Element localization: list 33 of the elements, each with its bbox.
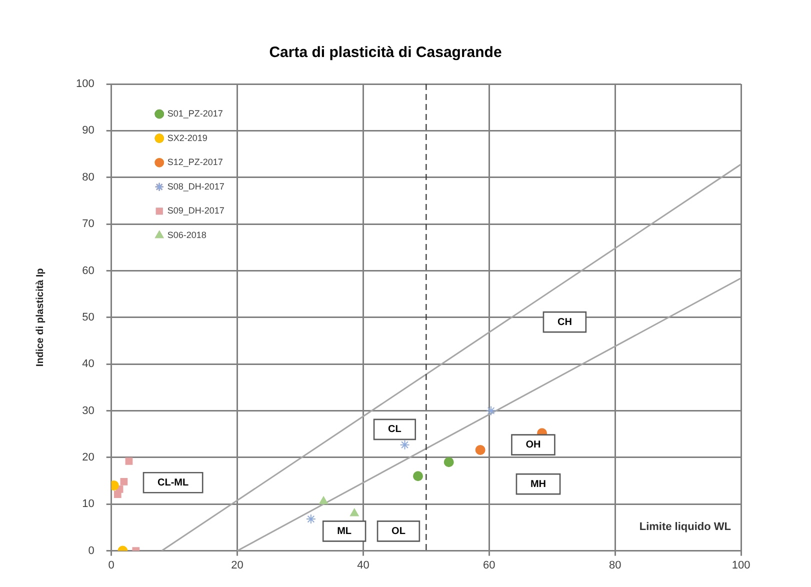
x-tick-label: 100 (732, 559, 750, 572)
y-tick-label: 20 (82, 451, 94, 464)
annotation: CH (557, 316, 572, 328)
y-tick-label: 80 (82, 171, 94, 184)
x-tick-label: 80 (608, 559, 622, 572)
x-axis-title: Limite liquido WL (639, 520, 732, 533)
annotation: OH (526, 440, 541, 451)
legend-label: S09_DH-2017 (167, 206, 224, 216)
annotation: CL-ML (158, 477, 189, 488)
y-tick-label: 10 (82, 498, 94, 510)
annotation: CL (388, 424, 402, 436)
y-tick-label: 40 (82, 358, 94, 370)
y-tick-label: 50 (82, 311, 94, 324)
legend-label: SX2-2019 (167, 132, 208, 143)
annotation: MH (530, 478, 546, 490)
legend-label: S08_DH-2017 (167, 181, 224, 192)
x-tick-label: 40 (357, 559, 370, 572)
legend-label: S12_PZ-2017 (167, 157, 223, 168)
y-axis-title: Indice di plasticità Ip (34, 268, 46, 367)
y-tick-label: 100 (76, 78, 94, 90)
annotation: ML (337, 526, 352, 537)
y-tick-label: 0 (88, 544, 94, 557)
legend-label: S01_PZ-2017 (167, 108, 223, 118)
y-tick-label: 70 (82, 218, 94, 230)
x-tick-label: 20 (231, 559, 244, 572)
annotation: OL (392, 526, 406, 537)
chart-title: Carta di plasticità di Casagrande (269, 44, 502, 62)
legend-label: S06-2018 (167, 230, 206, 240)
y-tick-label: 30 (82, 404, 94, 417)
x-tick-label: 0 (108, 559, 114, 572)
x-tick-label: 60 (483, 559, 496, 572)
y-tick-label: 60 (82, 264, 94, 277)
y-tick-label: 90 (82, 124, 94, 137)
